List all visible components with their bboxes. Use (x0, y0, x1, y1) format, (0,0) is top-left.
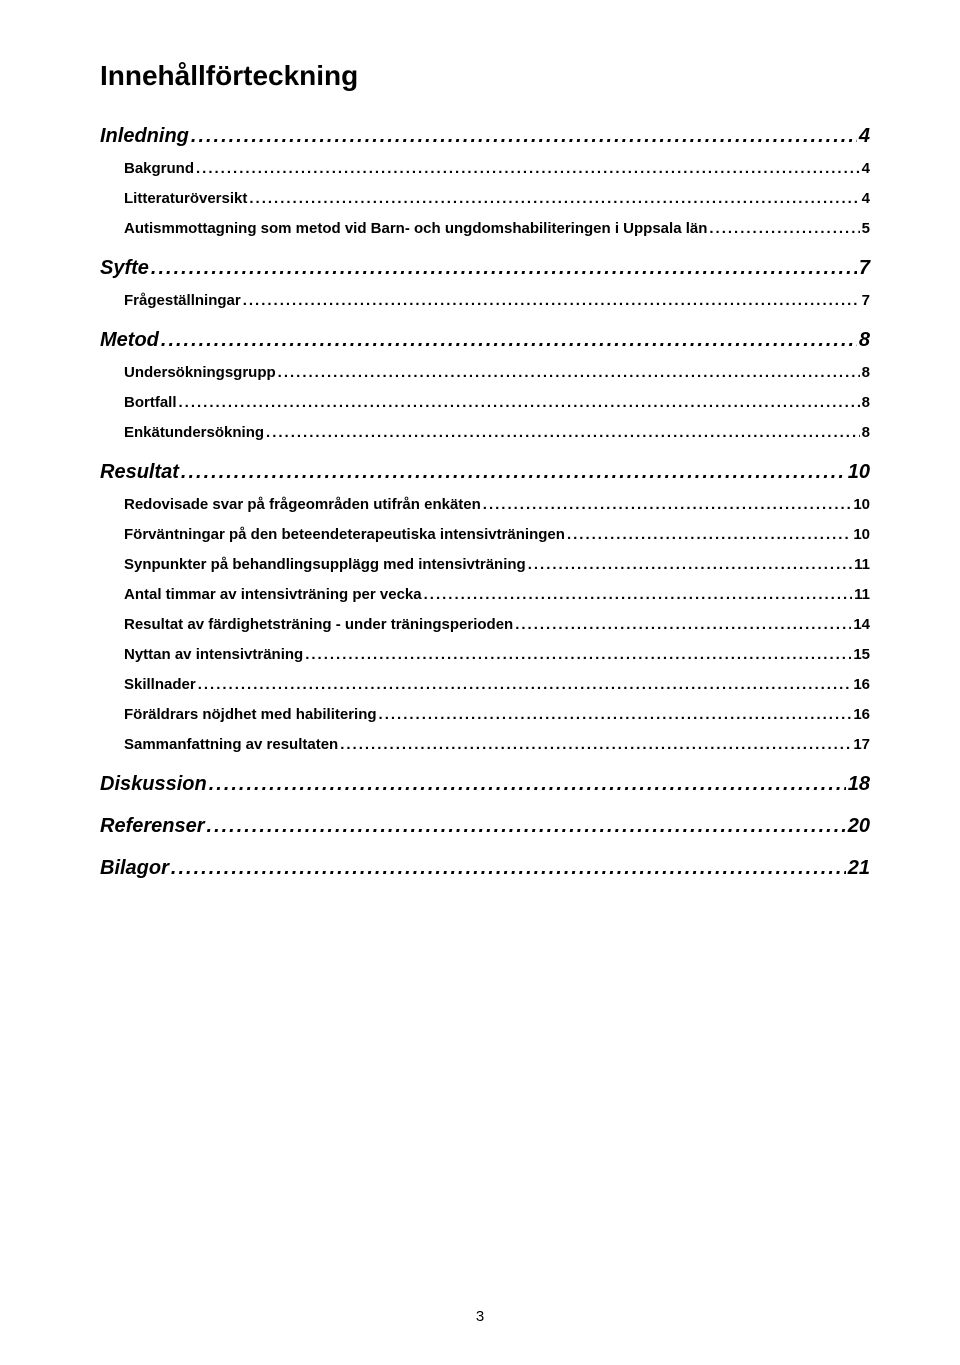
toc-entry: Nyttan av intensivträning...............… (124, 642, 870, 668)
toc-leader: ........................................… (424, 582, 853, 608)
toc-entry: Frågeställningar........................… (124, 288, 870, 314)
toc-leader: ........................................… (266, 420, 860, 446)
toc-entry-page: 8 (862, 390, 870, 416)
toc-entry-page: 16 (853, 672, 870, 698)
toc-entry: Bortfall................................… (124, 390, 870, 416)
toc-leader: ........................................… (209, 768, 846, 800)
toc-entry: Enkätundersökning.......................… (124, 420, 870, 446)
toc-leader: ........................................… (249, 186, 859, 212)
toc-entry-label: Autismmottagning som metod vid Barn- och… (124, 216, 707, 242)
toc-entry-label: Bortfall (124, 390, 177, 416)
toc-entry: Sammanfattning av resultaten............… (124, 732, 870, 758)
toc-leader: ........................................… (207, 810, 846, 842)
toc-entry: Metod...................................… (100, 324, 870, 356)
toc-entry: Bakgrund................................… (124, 156, 870, 182)
toc-entry: Resultat................................… (100, 456, 870, 488)
toc-leader: ........................................… (198, 672, 852, 698)
toc-entry-label: Referenser (100, 810, 205, 842)
toc-entry-page: 8 (862, 360, 870, 386)
toc-entry-label: Bilagor (100, 852, 169, 884)
toc-entry-label: Undersökningsgrupp (124, 360, 276, 386)
toc-leader: ........................................… (483, 492, 852, 518)
page-number: 3 (0, 1308, 960, 1325)
toc-leader: ........................................… (151, 252, 857, 284)
toc-entry: Litteraturöversikt......................… (124, 186, 870, 212)
toc-entry-label: Bakgrund (124, 156, 194, 182)
toc-leader: ........................................… (379, 702, 852, 728)
toc-leader: ........................................… (196, 156, 860, 182)
toc-leader: ........................................… (340, 732, 851, 758)
toc-entry-label: Redovisade svar på frågeområden utifrån … (124, 492, 481, 518)
toc-entry-label: Föräldrars nöjdhet med habilitering (124, 702, 377, 728)
toc-entry-page: 11 (854, 582, 870, 608)
toc-leader: ........................................… (305, 642, 851, 668)
toc-entry-page: 10 (853, 522, 870, 548)
toc-entry: Resultat av färdighetsträning - under tr… (124, 612, 870, 638)
page-title: Innehållförteckning (100, 60, 870, 92)
toc-entry-page: 18 (848, 768, 870, 800)
toc-entry-page: 16 (853, 702, 870, 728)
toc-entry-page: 8 (859, 324, 870, 356)
toc-entry: Syfte...................................… (100, 252, 870, 284)
toc-entry-page: 11 (854, 552, 870, 578)
table-of-contents: Inledning...............................… (100, 120, 870, 884)
toc-entry: Referenser..............................… (100, 810, 870, 842)
toc-entry: Autismmottagning som metod vid Barn- och… (124, 216, 870, 242)
toc-entry-label: Inledning (100, 120, 189, 152)
toc-entry-page: 5 (862, 216, 870, 242)
toc-entry-page: 14 (853, 612, 870, 638)
toc-leader: ........................................… (278, 360, 860, 386)
toc-entry: Bilagor.................................… (100, 852, 870, 884)
toc-entry: Redovisade svar på frågeområden utifrån … (124, 492, 870, 518)
toc-entry: Synpunkter på behandlingsupplägg med int… (124, 552, 870, 578)
toc-entry-page: 7 (859, 252, 870, 284)
toc-leader: ........................................… (243, 288, 860, 314)
toc-entry: Undersökningsgrupp......................… (124, 360, 870, 386)
toc-entry-page: 4 (862, 156, 870, 182)
toc-leader: ........................................… (709, 216, 859, 242)
toc-entry-label: Frågeställningar (124, 288, 241, 314)
toc-entry-label: Sammanfattning av resultaten (124, 732, 338, 758)
toc-entry-page: 4 (859, 120, 870, 152)
toc-entry: Skillnader..............................… (124, 672, 870, 698)
toc-entry-page: 17 (853, 732, 870, 758)
toc-entry-label: Diskussion (100, 768, 207, 800)
toc-leader: ........................................… (528, 552, 852, 578)
toc-entry-label: Skillnader (124, 672, 196, 698)
toc-entry-label: Enkätundersökning (124, 420, 264, 446)
toc-entry-label: Förväntningar på den beteendeterapeutisk… (124, 522, 565, 548)
toc-leader: ........................................… (515, 612, 851, 638)
toc-entry-page: 4 (862, 186, 870, 212)
toc-leader: ........................................… (179, 390, 860, 416)
toc-entry: Antal timmar av intensivträning per veck… (124, 582, 870, 608)
toc-entry-label: Syfte (100, 252, 149, 284)
document-page: Innehållförteckning Inledning...........… (0, 0, 960, 1365)
toc-entry: Föräldrars nöjdhet med habilitering.....… (124, 702, 870, 728)
toc-entry-label: Metod (100, 324, 159, 356)
toc-entry: Förväntningar på den beteendeterapeutisk… (124, 522, 870, 548)
toc-entry-label: Resultat av färdighetsträning - under tr… (124, 612, 513, 638)
toc-entry-label: Resultat (100, 456, 179, 488)
toc-entry-page: 10 (853, 492, 870, 518)
toc-entry-page: 10 (848, 456, 870, 488)
toc-entry: Inledning...............................… (100, 120, 870, 152)
toc-entry-page: 8 (862, 420, 870, 446)
toc-entry-page: 21 (848, 852, 870, 884)
toc-entry-page: 7 (862, 288, 870, 314)
toc-entry-page: 15 (853, 642, 870, 668)
toc-entry-label: Litteraturöversikt (124, 186, 247, 212)
toc-leader: ........................................… (181, 456, 846, 488)
toc-leader: ........................................… (171, 852, 846, 884)
toc-entry-page: 20 (848, 810, 870, 842)
toc-entry: Diskussion..............................… (100, 768, 870, 800)
toc-entry-label: Synpunkter på behandlingsupplägg med int… (124, 552, 526, 578)
toc-leader: ........................................… (191, 120, 857, 152)
toc-entry-label: Nyttan av intensivträning (124, 642, 303, 668)
toc-leader: ........................................… (567, 522, 851, 548)
toc-leader: ........................................… (161, 324, 857, 356)
toc-entry-label: Antal timmar av intensivträning per veck… (124, 582, 422, 608)
